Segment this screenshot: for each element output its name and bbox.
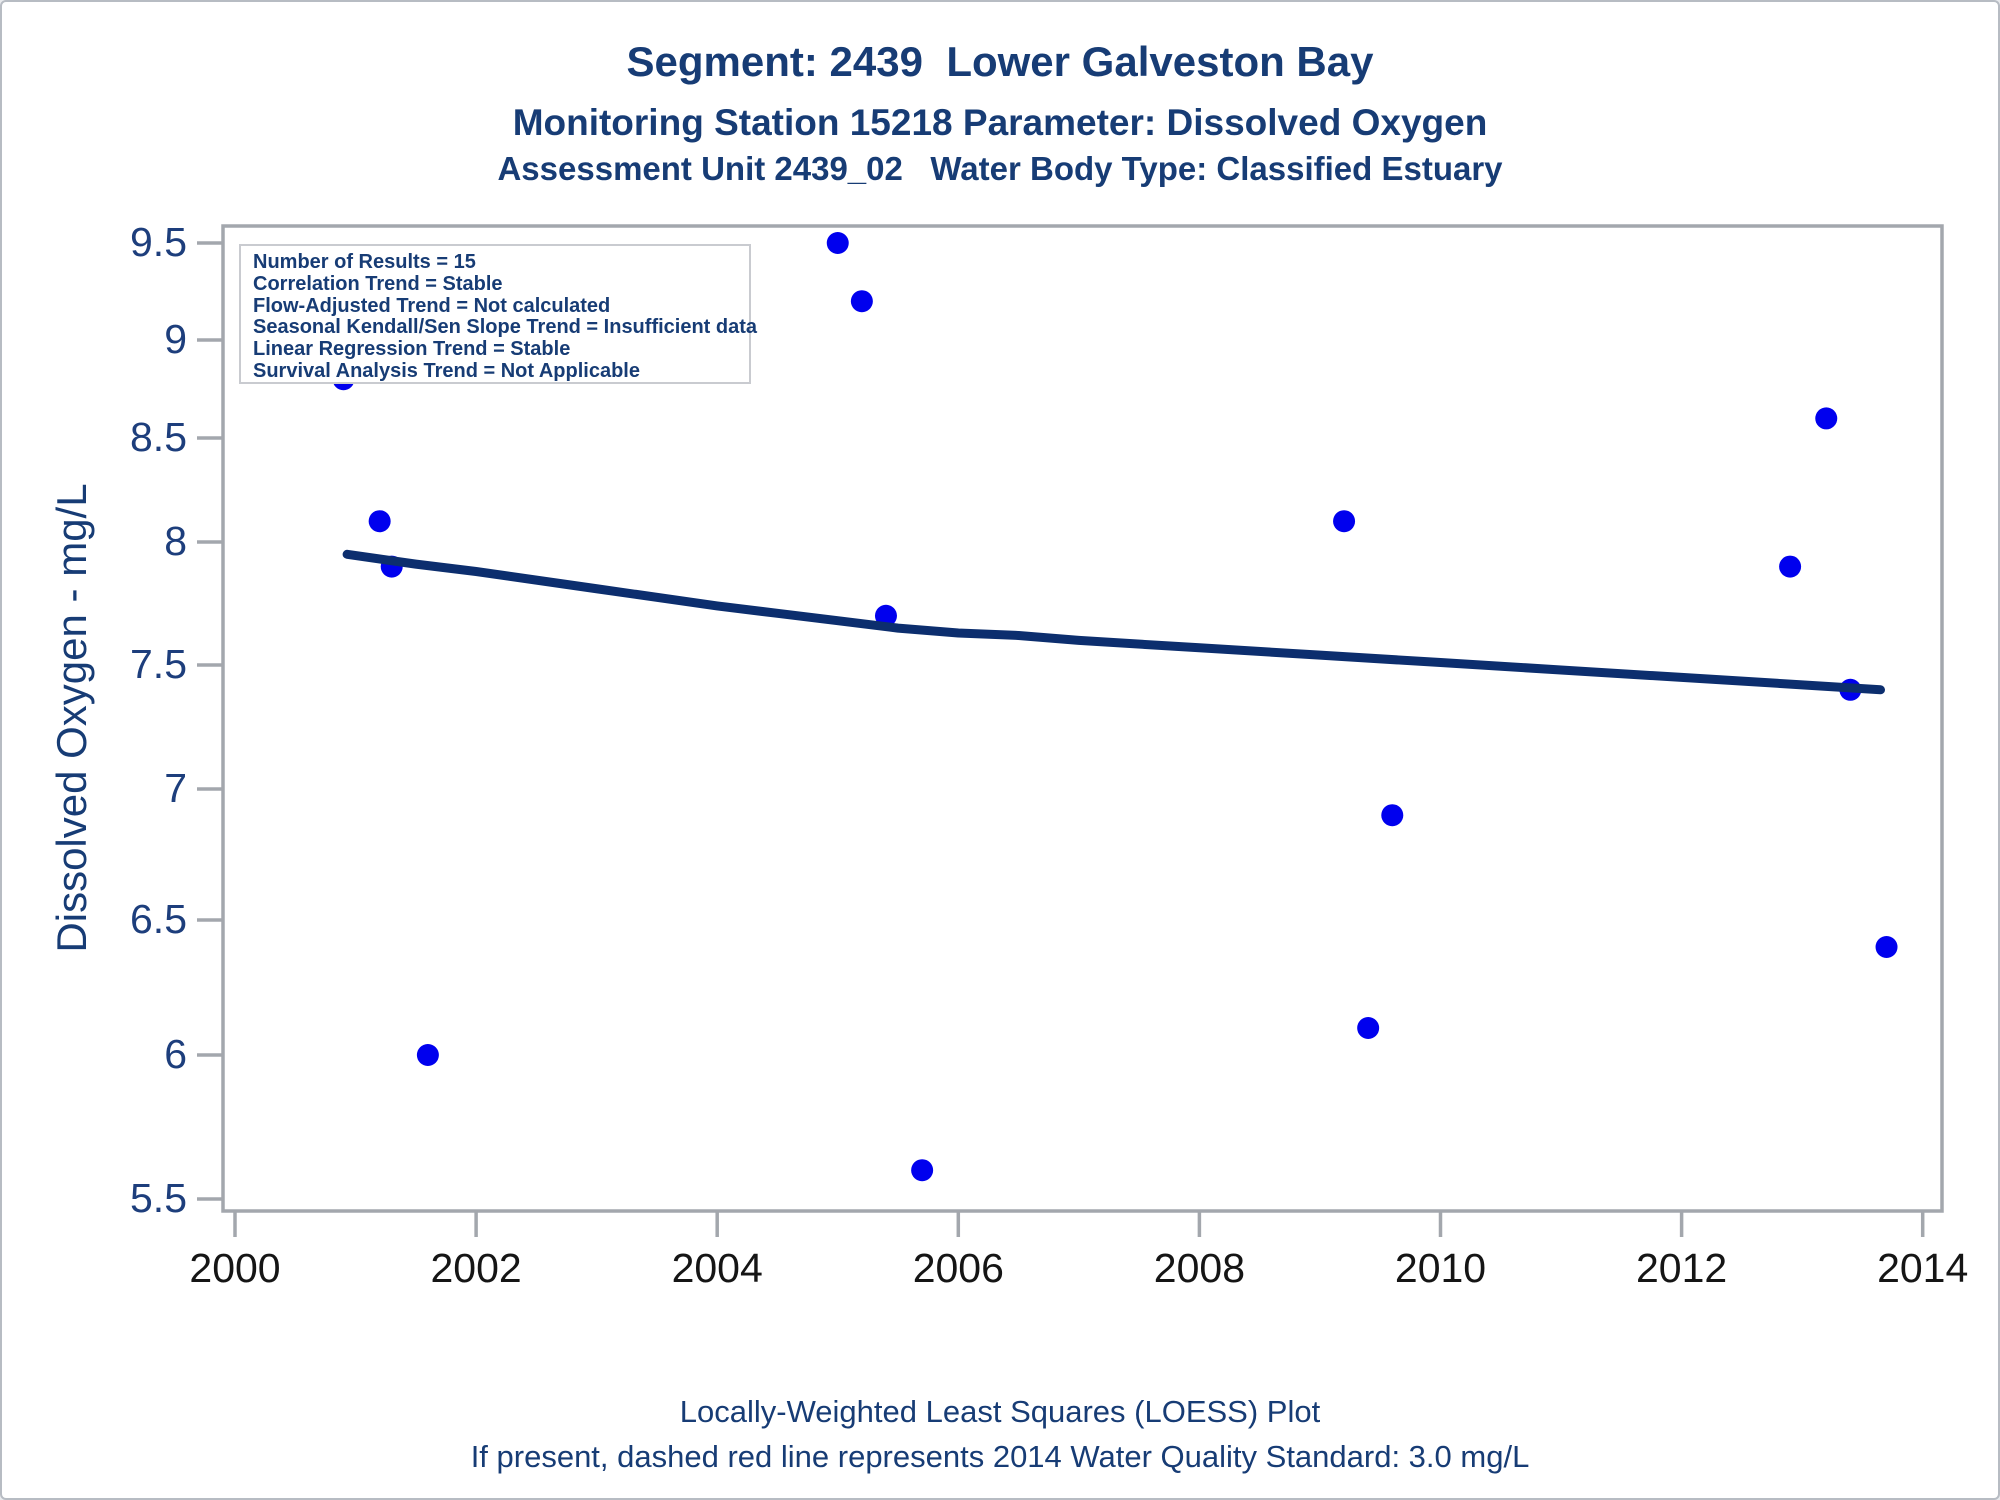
y-tick-label: 8	[164, 518, 187, 564]
loess-trend-line	[342, 549, 1886, 695]
data-point	[850, 290, 873, 313]
chart-subtitle-station: Monitoring Station 15218 Parameter: Diss…	[512, 102, 1488, 143]
y-tick-label: 6	[164, 1031, 187, 1077]
data-point	[416, 1044, 439, 1066]
x-tick-label: 2004	[671, 1245, 763, 1291]
plot-frame	[221, 224, 1944, 1213]
stat-seasonal-kendall-trend: Seasonal Kendall/Sen Slope Trend = Insuf…	[253, 316, 758, 339]
data-point	[826, 232, 849, 254]
y-tick-label: 6.5	[130, 896, 187, 942]
data-point	[1815, 407, 1838, 430]
footer-standard-note: If present, dashed red line represents 2…	[470, 1439, 1530, 1474]
x-tick-label: 2006	[912, 1245, 1004, 1291]
chart-subtitle-assessment-unit: Assessment Unit 2439_02 Water Body Type:…	[497, 150, 1503, 187]
stat-survival-analysis-trend: Survival Analysis Trend = Not Applicable	[253, 359, 640, 382]
stat-number-of-results: Number of Results = 15	[253, 251, 476, 273]
data-point	[1333, 510, 1356, 533]
data-point	[1357, 1017, 1380, 1039]
data-point	[368, 510, 391, 533]
data-point	[874, 604, 897, 627]
data-point	[911, 1159, 934, 1182]
chart-title: Segment: 2439 Lower Galveston Bay	[626, 38, 1374, 85]
data-point	[1779, 555, 1802, 578]
y-tick-label: 5.5	[130, 1175, 187, 1221]
x-tick-label: 2002	[430, 1245, 522, 1291]
trend-stats-box: Number of Results = 15 Correlation Trend…	[239, 244, 758, 384]
y-tick-label: 8.5	[130, 414, 187, 460]
x-tick-label: 2014	[1877, 1245, 1969, 1291]
stat-linear-regression-trend: Linear Regression Trend = Stable	[253, 338, 571, 361]
x-tick-label: 2000	[189, 1245, 281, 1291]
y-tick-label: 9	[164, 316, 187, 362]
data-point	[1875, 936, 1898, 958]
x-tick-label: 2012	[1635, 1245, 1728, 1291]
y-tick-label: 9.5	[130, 219, 187, 265]
footer-plot-type: Locally-Weighted Least Squares (LOESS) P…	[679, 1394, 1321, 1429]
stat-flow-adjusted-trend: Flow-Adjusted Trend = Not calculated	[253, 294, 611, 317]
x-tick-label: 2010	[1394, 1245, 1487, 1291]
y-tick-label: 7.5	[130, 641, 187, 687]
y-tick-label: 7	[164, 765, 187, 811]
stat-correlation-trend: Correlation Trend = Stable	[253, 272, 503, 295]
x-tick-label: 2008	[1153, 1245, 1245, 1291]
data-point	[1381, 804, 1404, 827]
